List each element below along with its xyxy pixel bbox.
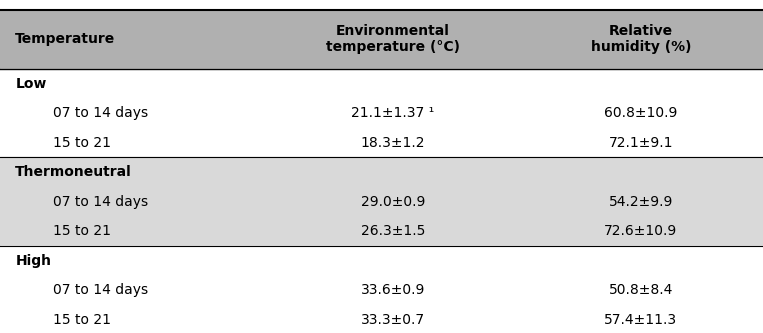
Text: Environmental
temperature (°C): Environmental temperature (°C) (326, 24, 460, 54)
Bar (0, 158, 763, 187)
Text: 29.0±0.9: 29.0±0.9 (361, 195, 425, 209)
Bar (0, 275, 763, 305)
Bar (0, 187, 763, 216)
Text: 15 to 21: 15 to 21 (53, 136, 111, 150)
Text: 60.8±10.9: 60.8±10.9 (604, 106, 678, 120)
Bar (0, 246, 763, 275)
Text: 07 to 14 days: 07 to 14 days (53, 283, 149, 297)
Bar (0, 69, 763, 98)
Text: 57.4±11.3: 57.4±11.3 (604, 313, 678, 327)
Text: 72.6±10.9: 72.6±10.9 (604, 224, 678, 238)
Text: 72.1±9.1: 72.1±9.1 (609, 136, 673, 150)
Text: High: High (15, 254, 51, 268)
Text: 33.3±0.7: 33.3±0.7 (361, 313, 425, 327)
Text: 33.6±0.9: 33.6±0.9 (361, 283, 425, 297)
Text: Thermoneutral: Thermoneutral (15, 165, 132, 179)
Bar (0, 305, 763, 333)
Text: 07 to 14 days: 07 to 14 days (53, 106, 149, 120)
Text: Relative
humidity (%): Relative humidity (%) (591, 24, 691, 54)
Bar (0, 10, 763, 69)
Bar (0, 128, 763, 158)
Bar (0, 216, 763, 246)
Text: 54.2±9.9: 54.2±9.9 (609, 195, 673, 209)
Text: 50.8±8.4: 50.8±8.4 (609, 283, 673, 297)
Text: Low: Low (15, 77, 47, 91)
Bar (0, 98, 763, 128)
Text: 18.3±1.2: 18.3±1.2 (361, 136, 425, 150)
Text: 07 to 14 days: 07 to 14 days (53, 195, 149, 209)
Text: 15 to 21: 15 to 21 (53, 313, 111, 327)
Text: Temperature: Temperature (15, 32, 115, 46)
Text: 21.1±1.37 ¹: 21.1±1.37 ¹ (351, 106, 435, 120)
Text: 15 to 21: 15 to 21 (53, 224, 111, 238)
Text: 26.3±1.5: 26.3±1.5 (361, 224, 425, 238)
